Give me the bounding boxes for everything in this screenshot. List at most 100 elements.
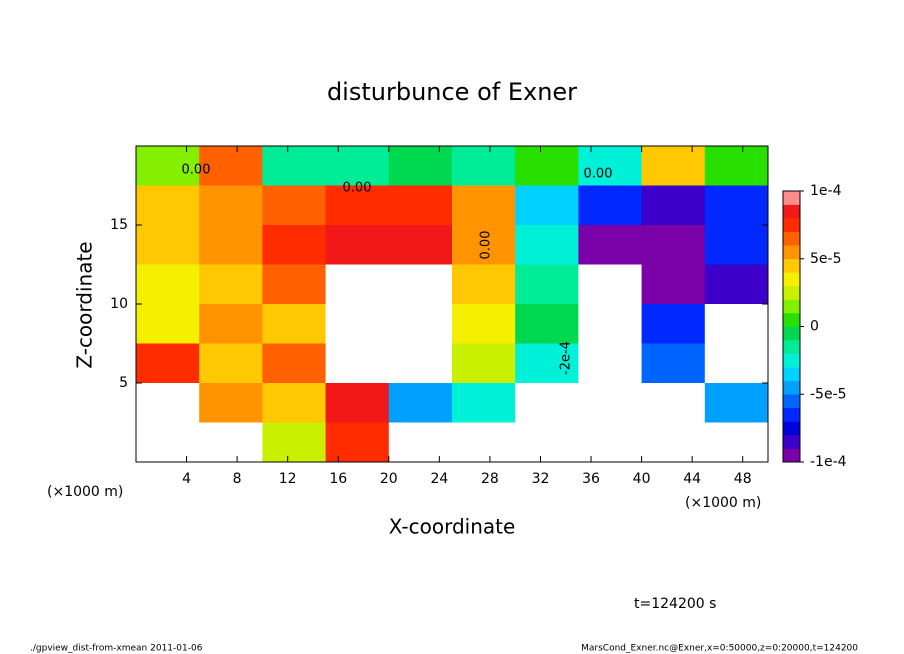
x-tick-label: 28 [481,471,499,487]
colorbar-swatch [783,258,800,273]
chart-title: disturbunce of Exner [327,78,577,106]
field-cell [515,225,579,265]
field-cell [325,146,390,186]
colorbar-swatch [783,326,800,341]
colorbar-swatch [783,367,800,381]
field [136,146,768,462]
x-tick-label: 24 [430,471,448,487]
field-cell [704,422,768,462]
field-cell [641,264,706,305]
field-cell [452,304,516,344]
field-cell [452,264,516,305]
field-cell [578,422,643,462]
field-cell [325,304,390,344]
field-cell [388,383,453,423]
field-cell [262,146,327,186]
field-cell [199,343,263,384]
colorbar-swatch [783,218,800,232]
colorbar-swatch [783,204,800,219]
colorbar-swatch [783,245,800,260]
colorbar-swatch [783,285,800,300]
field-cell [641,185,706,226]
field-cell [199,146,263,186]
field-cell [641,343,706,384]
field-cell [388,225,453,265]
field-cell [452,343,516,384]
field-cell [452,422,516,462]
x-tick-label: 36 [582,471,600,487]
field-cell [515,185,579,226]
colorbar-tick-label: 5e-5 [810,251,841,267]
field-cell [199,383,263,423]
field-cell [136,146,200,186]
x-tick-label: 20 [380,471,398,487]
field-cell [199,422,263,462]
field-cell [578,225,643,265]
field-cell [515,422,579,462]
field-cell [136,304,200,344]
field-cell [515,304,579,344]
field-cell [578,304,643,344]
field-cell [262,304,327,344]
field-cell [641,383,706,423]
colorbar-swatch [783,380,800,395]
colorbar-swatch [783,272,800,287]
field-cell [704,146,768,186]
colorbar-tick-label: 1e-4 [810,183,842,199]
colorbar-tick-label: 0 [810,319,819,335]
colorbar-swatch [783,231,800,246]
field-cell [515,383,579,423]
field-cell [388,304,453,344]
field-cell [325,383,390,423]
field-cell [199,264,263,305]
field-cell [199,304,263,344]
x-unit-label: (×1000 m) [47,484,123,500]
field-cell [262,422,327,462]
x-tick-label: 16 [329,471,347,487]
field-cell [704,185,768,226]
y-tick-label: 15 [110,217,128,233]
x-tick-label: 32 [532,471,550,487]
x-axis-label: X-coordinate [389,515,516,539]
x-tick-label: 8 [233,471,242,487]
x-tick-label: 4 [182,471,191,487]
field-cell [199,225,263,265]
field-cell [452,146,516,186]
y-tick-label: 5 [119,375,128,391]
field-cell [388,146,453,186]
field-cell [325,185,390,226]
colorbar-swatch [783,340,800,354]
colorbar-swatch [783,394,800,409]
field-cell [704,383,768,423]
x-tick-label: 12 [279,471,297,487]
contour-label: 0.00 [343,181,372,196]
colorbar-tick-label: -5e-5 [810,386,847,402]
field-cell [578,146,643,186]
field-cell [325,264,390,305]
field-cell [136,185,200,226]
field-cell [262,185,327,226]
field-cell [641,225,706,265]
colorbar-swatch [783,434,800,449]
field-cell [388,264,453,305]
field-cell [136,383,200,423]
x-tick-label: 48 [734,471,752,487]
field-cell [325,343,390,384]
field-cell [704,225,768,265]
field-cell [262,225,327,265]
y-tick-label: 10 [110,296,128,312]
field-cell [262,383,327,423]
field-cell [136,225,200,265]
footer-left: ./gpview_dist-from-xmean 2011-01-06 [30,644,203,654]
contour-label: 0.00 [584,167,613,182]
colorbar-swatch [783,191,800,205]
field-cell [704,304,768,344]
field-cell [578,383,643,423]
colorbar-swatch [783,407,800,422]
field-cell [578,264,643,305]
colorbar-swatch [783,353,800,368]
field-cell [641,422,706,462]
colorbar-swatch [783,448,800,463]
field-cell [704,343,768,384]
